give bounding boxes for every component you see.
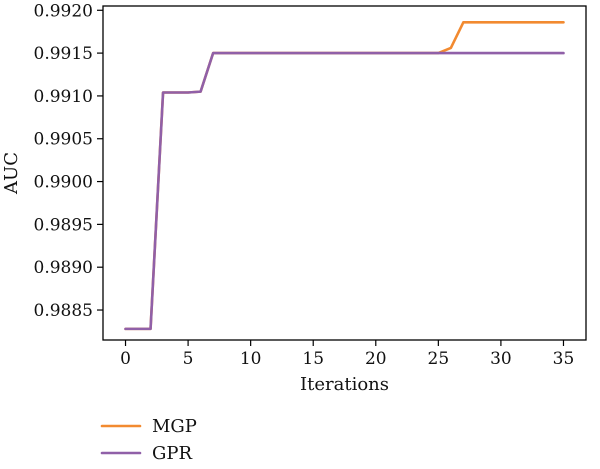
y-axis-ticks: 0.9885 0.9890 0.9895 0.9900 0.9905 0.9910 0.99… xyxy=(34,1,103,321)
legend-label-mgp: MGP xyxy=(152,416,197,437)
x-axis-label: Iterations xyxy=(300,374,389,395)
y-axis-label: AUC xyxy=(1,152,22,195)
y-tick-label: 0.9920 xyxy=(34,1,93,21)
y-tick-label: 0.9900 xyxy=(34,173,93,193)
x-axis-ticks: 0 5 10 15 20 25 30 35 xyxy=(120,340,574,369)
y-tick-label: 0.9885 xyxy=(34,301,93,321)
x-tick-label: 20 xyxy=(365,349,387,369)
y-tick-label: 0.9890 xyxy=(34,258,93,278)
y-tick-label: 0.9895 xyxy=(34,215,93,235)
series-line-gpr xyxy=(124,51,565,331)
x-tick-label: 0 xyxy=(120,349,131,369)
y-tick-label: 0.9915 xyxy=(34,44,93,64)
y-tick-label: 0.9905 xyxy=(34,130,93,150)
x-tick-label: 30 xyxy=(490,349,512,369)
y-tick-label: 0.9910 xyxy=(34,87,93,107)
legend: MGP GPR xyxy=(100,416,197,464)
series-lines xyxy=(124,20,565,331)
series-line-mgp xyxy=(124,20,565,331)
x-tick-label: 25 xyxy=(428,349,450,369)
x-tick-label: 5 xyxy=(183,349,194,369)
plot-area xyxy=(102,5,587,341)
x-tick-label: 10 xyxy=(240,349,262,369)
plot-frame xyxy=(102,5,587,341)
x-tick-label: 15 xyxy=(302,349,324,369)
x-tick-label: 35 xyxy=(553,349,575,369)
legend-label-gpr: GPR xyxy=(152,443,192,464)
